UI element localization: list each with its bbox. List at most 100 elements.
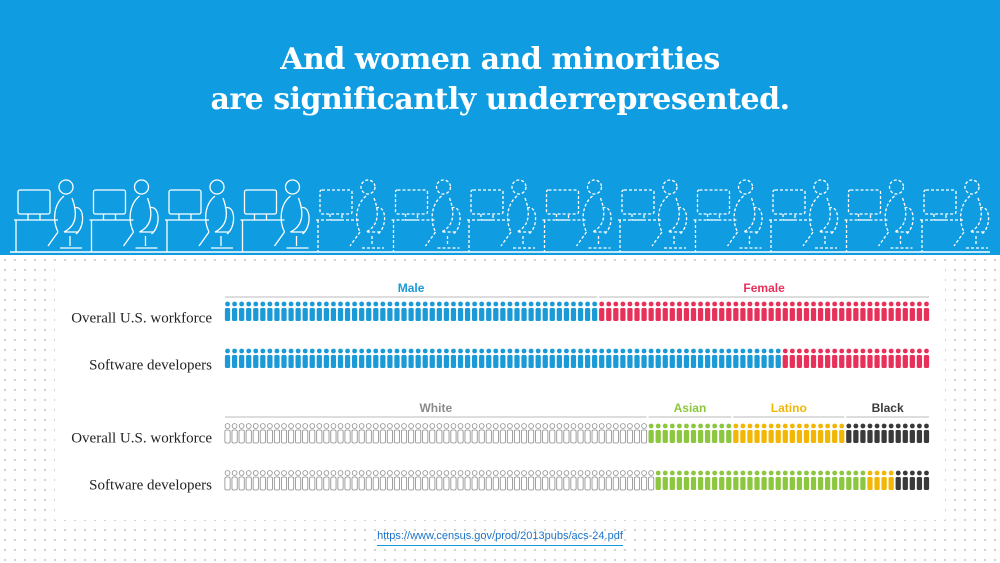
person-body [697,308,704,321]
desk [542,214,587,252]
person-body [606,355,612,368]
legend-label: Female [743,281,785,295]
source: https://www.census.gov/prod/2013pubs/acs… [0,530,1000,546]
person-body [754,355,760,368]
body [198,195,229,247]
person-body [472,308,478,321]
person-body [415,355,421,368]
person-body [817,477,824,490]
person-body [669,430,675,443]
person-body [514,355,520,368]
person-body [231,429,238,444]
person-head [867,470,873,476]
person-head [811,348,816,354]
person-head [309,301,315,307]
person-body [719,355,725,368]
person-head [811,423,816,429]
person-head [613,470,619,476]
person-body [259,429,266,444]
person-body [888,430,894,443]
person-body [655,430,661,443]
legend-label: Latino [771,401,807,415]
person-head [782,423,788,429]
person-head [754,470,760,476]
person-head [225,301,230,307]
person-body [719,308,725,321]
person-body [810,477,817,490]
person-body [492,429,499,444]
person-body [359,355,365,368]
person-body [478,429,485,444]
person-head [874,423,880,429]
person-body [881,477,887,490]
person-head [860,470,866,476]
person-body [584,429,591,444]
person-body [726,477,732,490]
person-head [867,348,873,354]
person-body [726,308,732,321]
person-body [612,476,619,491]
monitor [923,189,957,215]
person-body [648,430,654,443]
person-body [747,430,753,443]
person-head [372,470,379,476]
person-body [669,355,675,368]
person-body [648,476,655,491]
person-body [690,477,697,490]
person-body [528,429,535,444]
person-head [331,301,336,307]
person-body [549,355,555,368]
person-body [697,355,704,368]
person-body [881,308,887,321]
person-body [825,355,831,368]
person-body [323,476,330,491]
person-body [633,476,641,491]
person-body [386,476,393,491]
person-body [690,308,697,321]
person-body [570,476,577,491]
person-body [867,430,873,443]
person-head [260,348,266,354]
person-head [309,470,316,476]
source-link[interactable]: https://www.census.gov/prod/2013pubs/acs… [377,530,623,546]
person-body [422,476,429,491]
person-body [500,308,506,321]
person-body [789,477,795,490]
person-body [450,355,457,368]
person-head [888,301,894,307]
person-body [380,355,386,368]
person-head [917,301,922,307]
person-body [351,476,358,491]
person-body [224,476,231,491]
person-body [415,308,421,321]
person-head [691,348,696,354]
person-head [238,470,245,476]
person-body [302,429,309,444]
person-head [528,423,534,429]
person-body [577,308,584,321]
person-head [465,301,470,307]
header-band [0,0,1000,255]
person-body [295,429,302,444]
person-body [316,476,323,491]
desk [89,214,134,252]
person-body [648,355,654,368]
person-head [782,348,788,354]
person-body [626,429,633,444]
person-head [542,301,548,307]
person-head [585,301,590,307]
chair [664,206,688,249]
person-body [443,308,450,321]
person-head [408,348,414,354]
person-head [422,423,429,429]
person-body [274,308,280,321]
person-body [846,355,852,368]
person-body [803,477,810,490]
person-body [697,430,704,443]
desk [618,214,662,252]
person-body [902,430,908,443]
person-body [655,308,661,321]
person-body [246,308,252,321]
person-head [606,348,612,354]
monitor [92,189,127,215]
